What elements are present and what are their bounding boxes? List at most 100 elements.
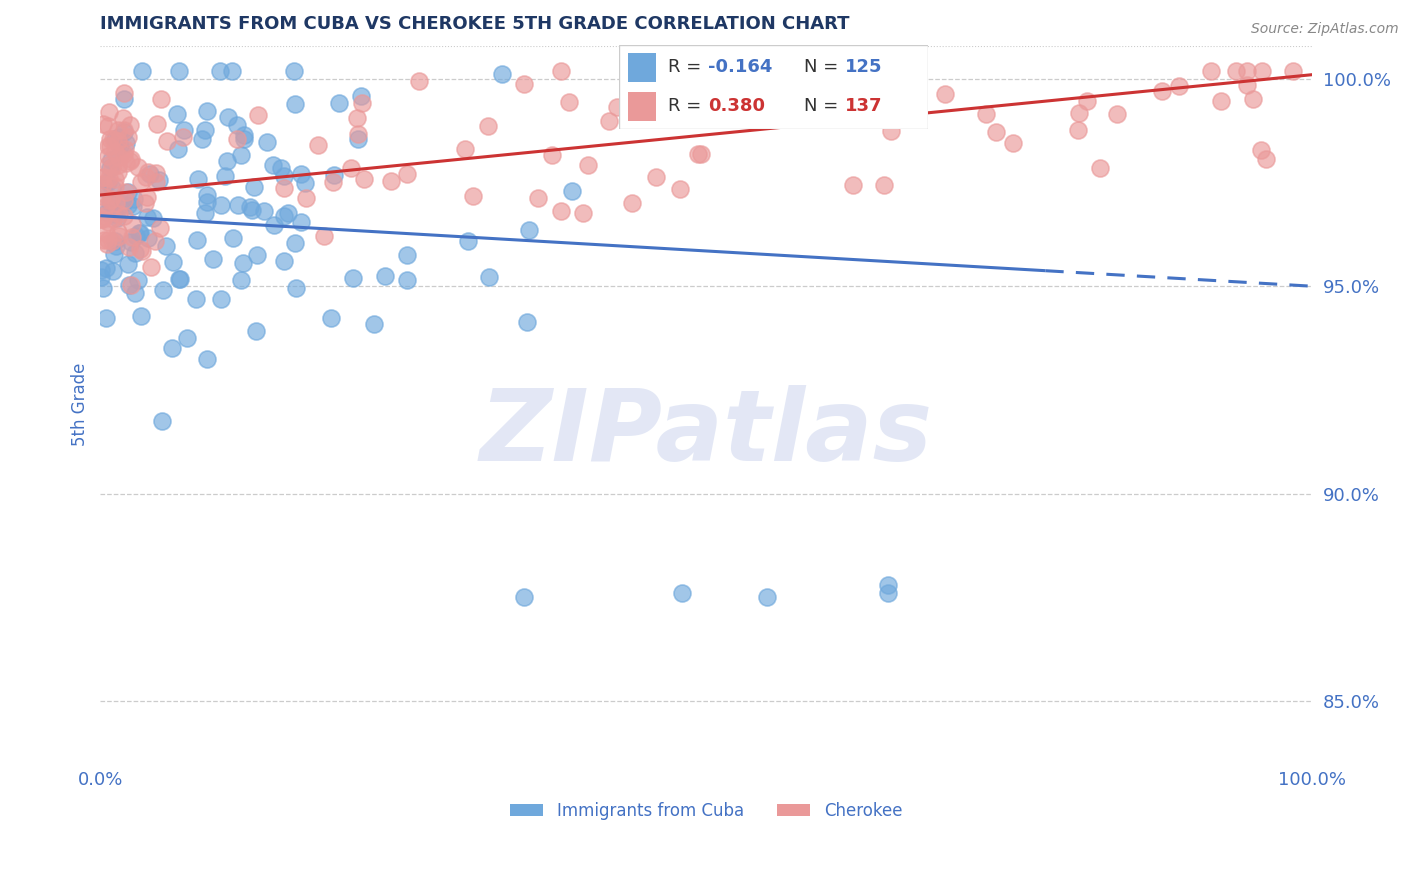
Point (620, 196, 643, 211)
Point (683, 87, 706, 101)
Point (139, 167, 162, 181)
Point (117, 240, 139, 254)
Point (690, 146, 713, 161)
Point (90, 270, 112, 285)
Point (561, 184, 583, 198)
Point (115, 185, 138, 199)
Point (876, 586, 898, 600)
Point (128, 226, 150, 240)
Point (231, 148, 253, 162)
Point (253, 203, 276, 218)
Point (1167, 79, 1189, 94)
Point (97, 138, 120, 153)
Point (124, 192, 146, 206)
Point (145, 175, 167, 189)
Point (671, 586, 693, 600)
Point (214, 169, 236, 183)
Point (156, 134, 179, 148)
Point (100, 196, 122, 211)
Point (149, 92, 172, 106)
Point (150, 414, 173, 428)
Point (143, 235, 166, 249)
Point (491, 67, 513, 81)
Point (374, 268, 396, 283)
Point (162, 255, 184, 269)
Point (97, 148, 120, 162)
Point (184, 293, 207, 307)
Point (121, 217, 143, 231)
Point (176, 331, 198, 345)
Point (242, 180, 264, 194)
Point (107, 165, 129, 179)
Point (395, 167, 418, 181)
Point (124, 285, 146, 300)
Point (112, 147, 135, 161)
Point (112, 92, 135, 106)
Point (194, 206, 217, 220)
Point (217, 153, 239, 168)
Point (294, 176, 316, 190)
Point (167, 271, 190, 285)
Point (226, 198, 249, 212)
Point (247, 108, 270, 122)
Point (347, 127, 370, 141)
Point (273, 209, 295, 223)
Point (104, 234, 127, 248)
Point (167, 142, 190, 156)
Point (1107, 107, 1129, 121)
Point (598, 114, 620, 128)
Point (807, 80, 830, 95)
Point (395, 273, 418, 287)
Point (842, 178, 865, 192)
Text: 137: 137 (845, 97, 882, 115)
Point (312, 229, 335, 244)
Point (856, 82, 879, 96)
Point (1225, 63, 1247, 78)
Point (606, 100, 628, 114)
Point (169, 271, 191, 285)
Point (97, 119, 120, 133)
Point (540, 147, 562, 161)
Point (136, 165, 159, 179)
Point (984, 125, 1007, 139)
Point (232, 132, 254, 146)
Point (477, 119, 499, 133)
Point (129, 226, 152, 240)
Point (1067, 123, 1090, 137)
Point (118, 118, 141, 132)
Point (576, 158, 599, 172)
Point (90, 212, 112, 227)
Point (107, 134, 129, 148)
Point (245, 324, 267, 338)
Point (263, 218, 285, 232)
Point (127, 160, 149, 174)
Point (97, 105, 120, 120)
Point (167, 63, 190, 78)
Bar (628, 92, 655, 120)
Text: -0.164: -0.164 (709, 59, 773, 77)
Point (94, 260, 117, 275)
Point (96, 236, 118, 251)
Point (217, 110, 239, 124)
Point (117, 257, 139, 271)
Point (98, 132, 121, 146)
Point (118, 153, 141, 168)
Point (120, 152, 142, 166)
Point (91, 281, 114, 295)
Point (307, 138, 329, 153)
Point (138, 231, 160, 245)
Point (277, 206, 299, 220)
Point (103, 132, 125, 146)
Point (91, 169, 114, 184)
Point (209, 198, 232, 212)
Point (96, 158, 118, 172)
Point (108, 129, 131, 144)
Point (197, 352, 219, 367)
Point (186, 233, 208, 247)
Point (284, 97, 307, 112)
Point (239, 200, 262, 214)
Point (104, 145, 127, 159)
Point (93, 234, 115, 248)
Point (107, 122, 129, 136)
Legend: Immigrants from Cuba, Cherokee: Immigrants from Cuba, Cherokee (503, 795, 908, 827)
